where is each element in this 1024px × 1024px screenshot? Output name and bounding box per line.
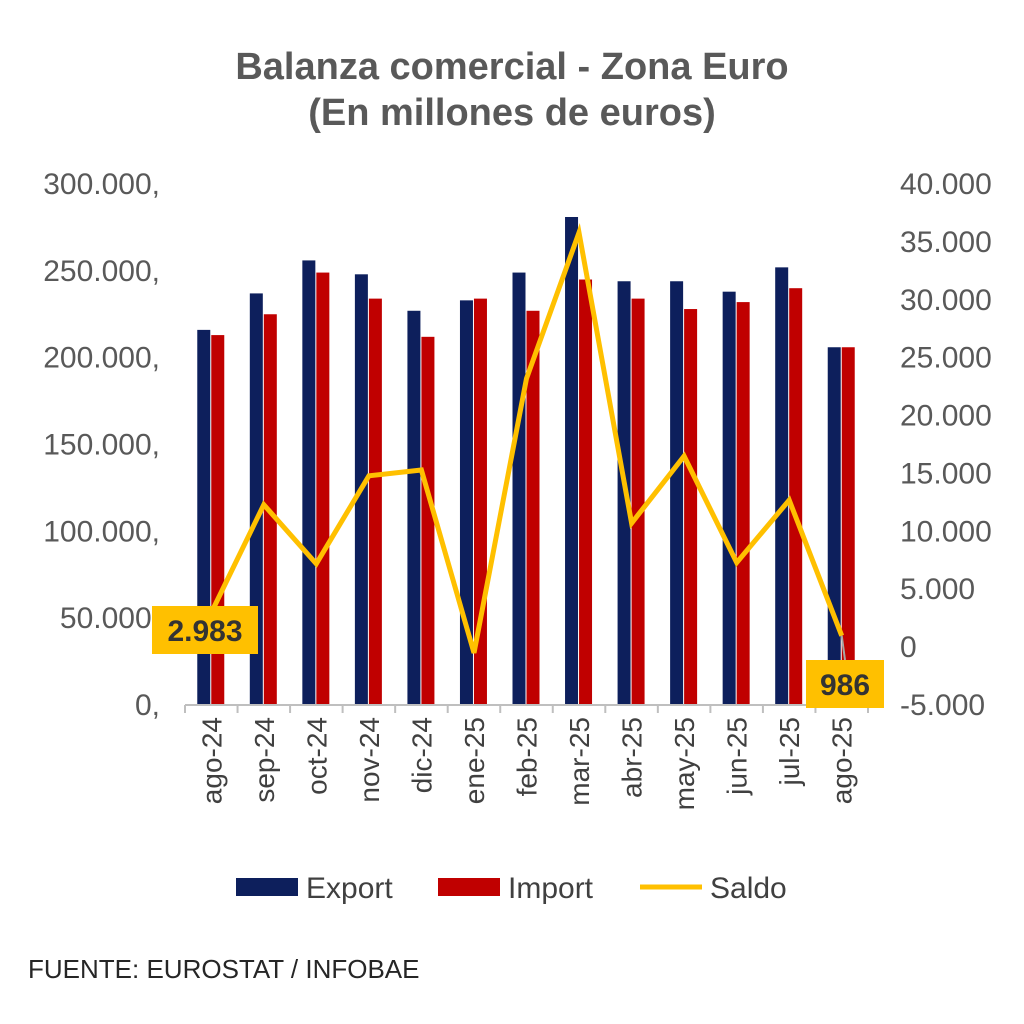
left-tick-label: 300.000, bbox=[43, 168, 160, 201]
legend-swatch-import bbox=[438, 878, 500, 896]
x-tick-label: dic-24 bbox=[406, 717, 437, 793]
bar-import bbox=[841, 347, 855, 705]
bar-import bbox=[631, 298, 645, 705]
bar-import bbox=[579, 279, 593, 705]
bar-export bbox=[722, 291, 736, 705]
chart-subtitle: (En millones de euros) bbox=[308, 92, 716, 134]
bar-import bbox=[526, 310, 540, 705]
x-tick-label: ene-25 bbox=[459, 717, 490, 804]
bar-import bbox=[789, 288, 803, 705]
bar-export bbox=[670, 281, 684, 705]
x-tick-label: jun-25 bbox=[722, 717, 753, 796]
right-tick-label: 0 bbox=[900, 631, 917, 664]
x-tick-label: jul-25 bbox=[774, 717, 805, 786]
x-tick-label: sep-24 bbox=[249, 717, 280, 803]
callout-box bbox=[152, 606, 258, 654]
bar-import bbox=[684, 309, 698, 705]
left-tick-label: 200.000, bbox=[43, 342, 160, 375]
callouts: 2.983 986 bbox=[152, 606, 884, 708]
data-label: 986 bbox=[820, 669, 870, 702]
line-saldo bbox=[209, 222, 845, 654]
bar-import bbox=[316, 272, 330, 705]
left-tick-label: 50.000, bbox=[60, 602, 160, 635]
x-axis: ago-24 sep-24 oct-24 nov-24 dic-24 ene-25 feb-… bbox=[184, 705, 869, 810]
bar-export bbox=[407, 310, 421, 705]
x-tick-label: feb-25 bbox=[512, 717, 543, 796]
x-tick-label: may-25 bbox=[669, 717, 700, 810]
right-tick-label: 30.000 bbox=[900, 284, 992, 317]
legend-swatch-export bbox=[236, 878, 298, 896]
chart-title-block: Balanza comercial - Zona Euro (En millon… bbox=[0, 44, 1024, 136]
bar-import bbox=[421, 336, 435, 705]
legend-label-import: Import bbox=[508, 872, 594, 905]
bar-series bbox=[197, 216, 855, 705]
left-tick-label: 0, bbox=[135, 689, 160, 722]
data-label: 2.983 bbox=[167, 615, 242, 648]
x-tick-label: oct-24 bbox=[301, 717, 332, 795]
bar-export bbox=[512, 272, 526, 705]
source-note: FUENTE: EUROSTAT / INFOBAE bbox=[28, 954, 420, 984]
right-tick-label: 35.000 bbox=[900, 226, 992, 259]
bar-import bbox=[368, 298, 382, 705]
right-tick-label: 20.000 bbox=[900, 400, 992, 433]
bar-export bbox=[565, 216, 579, 705]
bar-export bbox=[459, 300, 473, 705]
right-tick-label: 10.000 bbox=[900, 515, 992, 548]
left-tick-label: 250.000, bbox=[43, 255, 160, 288]
right-tick-label: 25.000 bbox=[900, 342, 992, 375]
line-series bbox=[209, 222, 845, 654]
x-tick-label: mar-25 bbox=[564, 717, 595, 806]
chart-title: Balanza comercial - Zona Euro bbox=[235, 46, 789, 88]
x-tick-label: ago-24 bbox=[196, 717, 227, 804]
bar-export bbox=[249, 293, 263, 705]
left-tick-label: 150.000, bbox=[43, 429, 160, 462]
bar-export bbox=[302, 260, 316, 705]
right-axis: -5.000 0 5.000 10.000 15.000 20.000 25.000 30.0… bbox=[900, 168, 992, 722]
left-tick-label: 100.000, bbox=[43, 515, 160, 548]
legend: Export Import Saldo bbox=[236, 872, 787, 905]
left-axis: 0, 50.000, 100.000, 150.000, 200.000, 250.000… bbox=[43, 168, 160, 722]
x-tick-label: ago-25 bbox=[827, 717, 858, 804]
legend-label-export: Export bbox=[306, 872, 393, 905]
right-tick-label: 15.000 bbox=[900, 457, 992, 490]
bar-export bbox=[775, 267, 789, 705]
bar-import bbox=[736, 302, 750, 705]
right-tick-label: 40.000 bbox=[900, 168, 992, 201]
callout-leader-line bbox=[840, 635, 846, 661]
x-tick-label: nov-24 bbox=[354, 717, 385, 803]
legend-label-saldo: Saldo bbox=[710, 872, 787, 905]
right-tick-label: 5.000 bbox=[900, 573, 975, 606]
x-tick-label: abr-25 bbox=[617, 717, 648, 798]
callout-box bbox=[806, 660, 884, 708]
right-tick-label: -5.000 bbox=[900, 689, 985, 722]
bar-export bbox=[827, 347, 841, 705]
